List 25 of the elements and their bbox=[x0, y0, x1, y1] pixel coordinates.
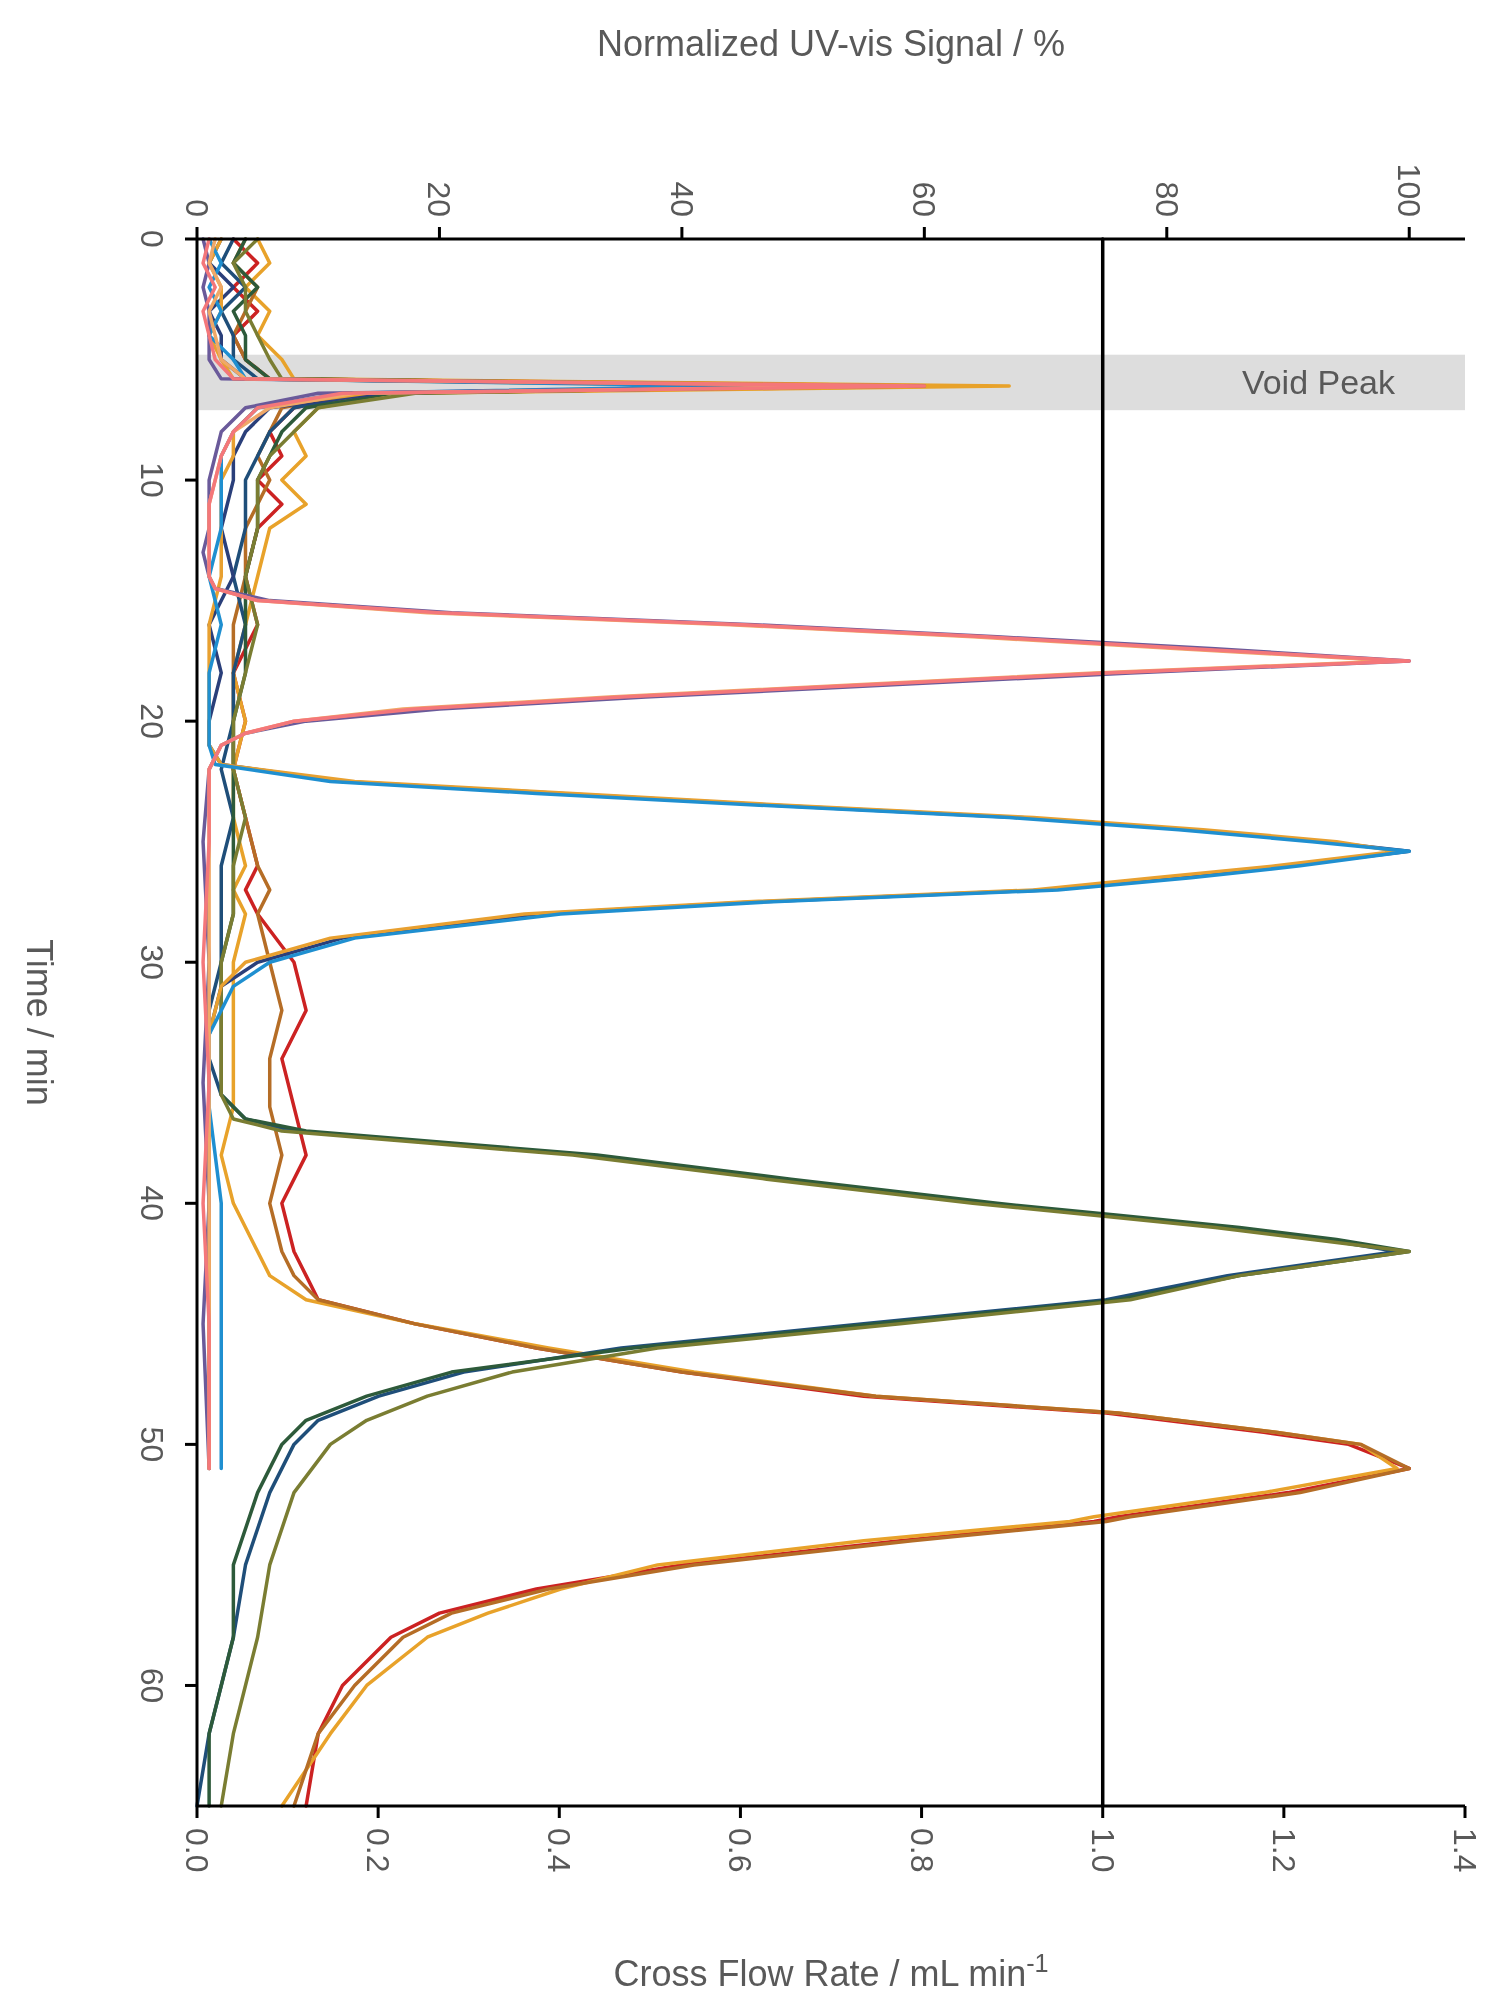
x2-tick-label: 60 bbox=[906, 181, 943, 217]
y-axis-title: Time / min bbox=[19, 939, 61, 1106]
x-tick-label: 0.2 bbox=[360, 1828, 397, 1873]
x2-tick-label: 40 bbox=[663, 181, 700, 217]
x-tick-label: 1.4 bbox=[1447, 1828, 1483, 1873]
y-tick-label: 20 bbox=[134, 703, 170, 739]
x-tick-label: 0.0 bbox=[179, 1828, 215, 1873]
y-tick-label: 60 bbox=[134, 1667, 170, 1704]
x2-axis-title: Normalized UV-vis Signal / % bbox=[596, 23, 1066, 64]
x2-tick-label: 100 bbox=[1391, 163, 1428, 217]
x2-tick-label: 20 bbox=[421, 181, 458, 217]
y-tick-label: 40 bbox=[134, 1185, 170, 1222]
x2-tick-label: 80 bbox=[1148, 181, 1185, 217]
y-tick-label: 30 bbox=[134, 944, 170, 981]
x2-tick-label: 0 bbox=[179, 199, 215, 217]
y-tick-label: 50 bbox=[134, 1426, 170, 1463]
band-label: Void Peak bbox=[1241, 363, 1396, 402]
x-tick-label: 1.2 bbox=[1265, 1828, 1302, 1873]
x-tick-label: 0.4 bbox=[541, 1828, 578, 1873]
x-axis-title: Cross Flow Rate / mL min$^{-1}$ bbox=[613, 1949, 1049, 1994]
x-tick-label: 1.0 bbox=[1084, 1828, 1121, 1873]
x-tick-label: 0.8 bbox=[903, 1828, 940, 1873]
x-tick-label: 0.6 bbox=[722, 1828, 759, 1873]
y-tick-label: 0 bbox=[134, 230, 170, 248]
y-tick-label: 10 bbox=[134, 462, 170, 498]
